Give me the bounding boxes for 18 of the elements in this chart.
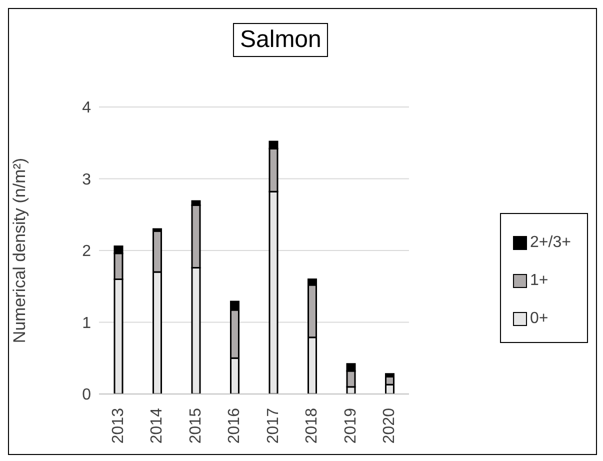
x-tick-label: 2020 — [381, 408, 398, 444]
x-tick-label: 2018 — [304, 408, 321, 444]
x-tick-label: 2016 — [226, 408, 244, 444]
y-tick-label: 2 — [82, 243, 92, 260]
x-tick-label: 2014 — [148, 408, 166, 444]
y-tick-label: 0 — [82, 386, 92, 404]
x-tick-label: 2015 — [187, 408, 204, 444]
legend-label: 0+ — [529, 309, 550, 329]
y-tick-label: 1 — [82, 314, 92, 332]
y-tick-label: 3 — [82, 171, 92, 188]
x-tick-label: 2017 — [264, 408, 282, 444]
x-tick-label: 2013 — [110, 408, 127, 444]
legend-label: 2+/3+ — [529, 233, 572, 253]
chart-title: Salmon — [233, 23, 328, 57]
x-tick-label: 2019 — [342, 408, 360, 444]
y-tick-label: 4 — [82, 100, 92, 117]
y-axis-title: Numerical density (n/m²) — [10, 158, 30, 344]
legend-label: 1+ — [529, 271, 550, 291]
